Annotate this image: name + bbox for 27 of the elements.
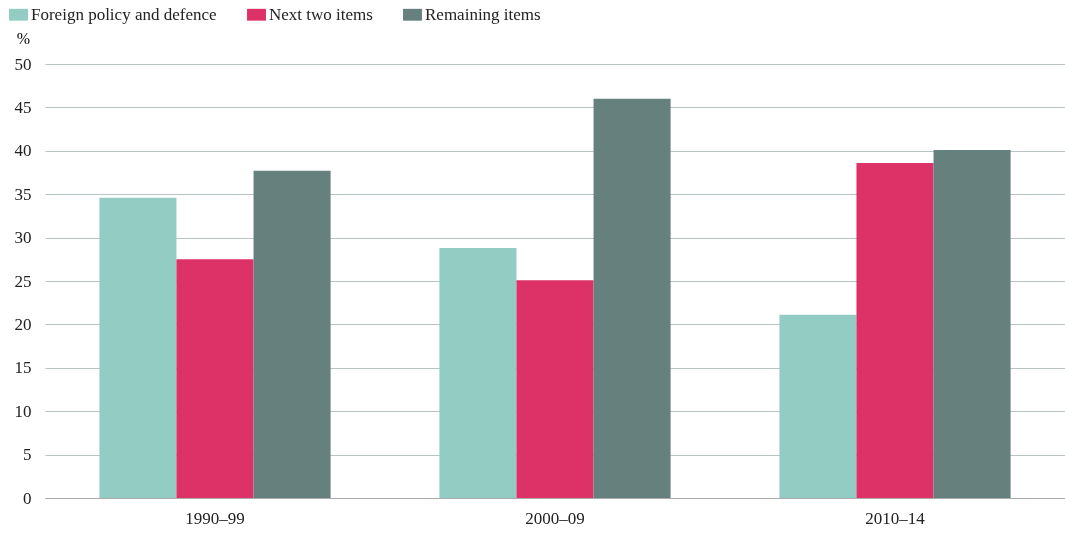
- legend-label: Foreign policy and defence: [31, 4, 217, 24]
- bar: [516, 280, 594, 498]
- bar: [176, 259, 254, 498]
- y-tick-label: 50: [14, 54, 32, 74]
- y-tick-label: 10: [14, 401, 32, 421]
- y-tick-label: 20: [14, 314, 32, 334]
- y-tick-label: 15: [14, 358, 32, 378]
- y-tick-label: 0: [23, 488, 32, 508]
- bar: [253, 170, 331, 498]
- bar: [99, 197, 177, 498]
- x-tick-label: 2010–14: [865, 508, 926, 528]
- bar: [439, 248, 517, 498]
- x-tick-label: 1990–99: [185, 508, 245, 528]
- bar: [856, 162, 934, 498]
- bar: [779, 314, 857, 498]
- y-tick-label: 5: [23, 445, 32, 465]
- y-tick-label: 45: [14, 97, 32, 117]
- legend-label: Remaining items: [425, 4, 541, 24]
- y-tick-label: 40: [14, 141, 32, 161]
- bar: [593, 98, 671, 498]
- legend-label: Next two items: [269, 4, 373, 24]
- y-tick-label: 25: [14, 271, 32, 291]
- y-tick-label: 35: [14, 184, 32, 204]
- y-axis-title: %: [16, 29, 31, 47]
- y-tick-label: 30: [14, 228, 32, 248]
- x-tick-label: 2000–09: [525, 508, 585, 528]
- bar: [933, 149, 1011, 498]
